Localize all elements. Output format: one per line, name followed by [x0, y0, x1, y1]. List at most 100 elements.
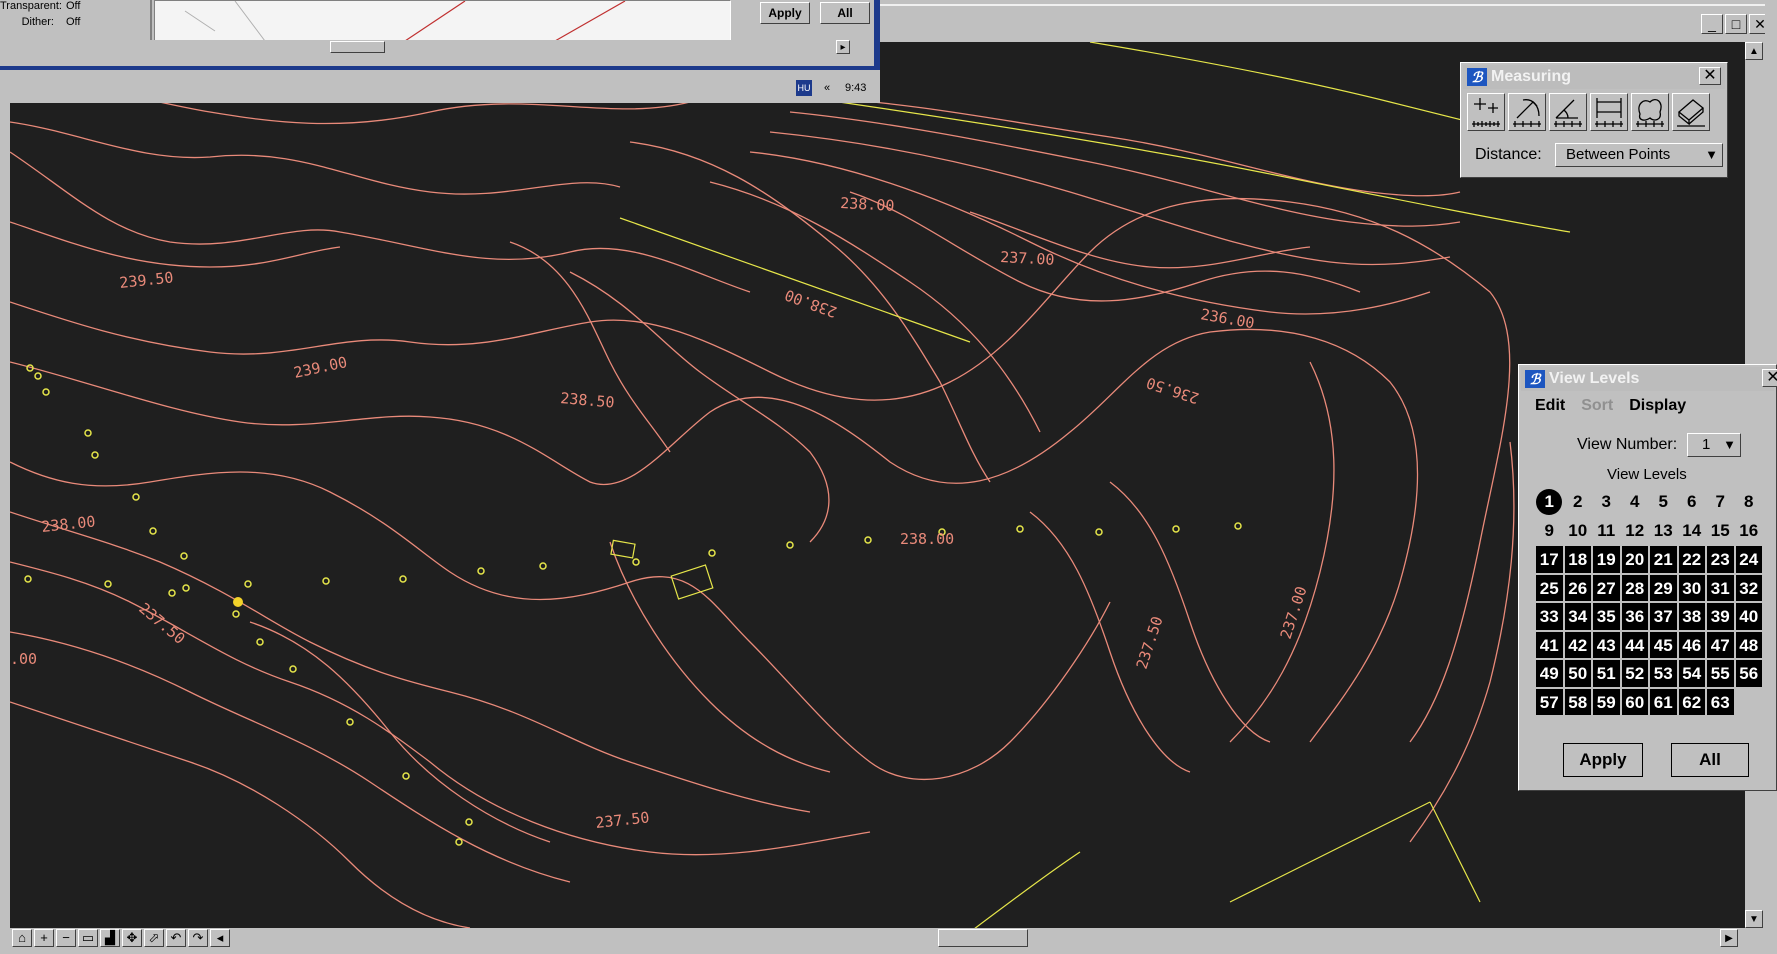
settings-scroll-thumb[interactable]	[330, 41, 385, 53]
fit-view-icon[interactable]: ▟	[100, 929, 120, 947]
level-cell-16[interactable]: 16	[1734, 516, 1763, 545]
level-cell-45[interactable]: 45	[1649, 630, 1678, 659]
zoom-out-icon[interactable]: −	[56, 929, 76, 947]
window-area-icon[interactable]: ▭	[78, 929, 98, 947]
level-cell-33[interactable]: 33	[1535, 602, 1564, 631]
level-cell-3[interactable]: 3	[1592, 488, 1621, 517]
level-cell-54[interactable]: 54	[1677, 659, 1706, 688]
minimize-icon[interactable]: _	[1701, 14, 1723, 34]
measure-volume-icon[interactable]	[1672, 93, 1710, 131]
level-cell-51[interactable]: 51	[1592, 659, 1621, 688]
level-cell-35[interactable]: 35	[1592, 602, 1621, 631]
level-cell-31[interactable]: 31	[1706, 573, 1735, 602]
level-cell-42[interactable]: 42	[1563, 630, 1592, 659]
close-icon[interactable]: ✕	[1699, 67, 1721, 85]
level-cell-23[interactable]: 23	[1706, 545, 1735, 574]
settings-horizontal-scrollbar[interactable]: ▸	[0, 40, 850, 54]
level-cell-21[interactable]: 21	[1649, 545, 1678, 574]
chevron-icon[interactable]: «	[824, 82, 831, 94]
level-cell-19[interactable]: 19	[1592, 545, 1621, 574]
level-cell-24[interactable]: 24	[1734, 545, 1763, 574]
level-cell-61[interactable]: 61	[1649, 687, 1678, 716]
level-cell-37[interactable]: 37	[1649, 602, 1678, 631]
view-next-icon[interactable]: ↷	[188, 929, 208, 947]
scroll-right-icon[interactable]: ▸	[836, 40, 850, 54]
maximize-icon[interactable]: □	[1725, 14, 1747, 34]
level-cell-40[interactable]: 40	[1734, 602, 1763, 631]
level-cell-22[interactable]: 22	[1677, 545, 1706, 574]
level-cell-17[interactable]: 17	[1535, 545, 1564, 574]
measure-area-icon[interactable]	[1631, 93, 1669, 131]
setting-value[interactable]: Off	[66, 16, 81, 28]
level-cell-50[interactable]: 50	[1563, 659, 1592, 688]
drawing-view[interactable]: 239.50 239.00 238.50 238.00 238.00 238.0…	[10, 42, 1750, 928]
level-cell-29[interactable]: 29	[1649, 573, 1678, 602]
measure-length-icon[interactable]	[1590, 93, 1628, 131]
level-cell-14[interactable]: 14	[1677, 516, 1706, 545]
scroll-up-icon[interactable]: ▲	[1745, 42, 1763, 60]
view-levels-all-button[interactable]: All	[1671, 743, 1749, 777]
level-cell-18[interactable]: 18	[1563, 545, 1592, 574]
level-cell-8[interactable]: 8	[1734, 488, 1763, 517]
level-cell-32[interactable]: 32	[1734, 573, 1763, 602]
distance-select[interactable]: Between Points ▼	[1555, 143, 1723, 167]
level-cell-56[interactable]: 56	[1734, 659, 1763, 688]
view-levels-apply-button[interactable]: Apply	[1563, 743, 1643, 777]
menu-display[interactable]: Display	[1629, 397, 1687, 414]
level-cell-7[interactable]: 7	[1706, 488, 1735, 517]
level-cell-6[interactable]: 6	[1677, 488, 1706, 517]
level-cell-11[interactable]: 11	[1592, 516, 1621, 545]
level-cell-46[interactable]: 46	[1677, 630, 1706, 659]
view-number-select[interactable]: 1 ▼	[1687, 433, 1741, 457]
level-cell-4[interactable]: 4	[1620, 488, 1649, 517]
level-cell-38[interactable]: 38	[1677, 602, 1706, 631]
level-cell-10[interactable]: 10	[1563, 516, 1592, 545]
menu-edit[interactable]: Edit	[1535, 397, 1566, 414]
level-cell-44[interactable]: 44	[1620, 630, 1649, 659]
level-cell-15[interactable]: 15	[1706, 516, 1735, 545]
setting-value[interactable]: Off	[66, 0, 81, 12]
level-cell-2[interactable]: 2	[1563, 488, 1592, 517]
pan-view-icon[interactable]: ⬀	[144, 929, 164, 947]
level-cell-47[interactable]: 47	[1706, 630, 1735, 659]
settings-all-button[interactable]: All	[820, 2, 870, 24]
level-cell-36[interactable]: 36	[1620, 602, 1649, 631]
horizontal-scrollbar[interactable]: ▶	[10, 928, 1738, 948]
close-icon[interactable]: ✕	[1762, 369, 1777, 387]
level-cell-27[interactable]: 27	[1592, 573, 1621, 602]
view-levels-title-bar[interactable]: ℬ View Levels	[1521, 367, 1774, 391]
level-cell-34[interactable]: 34	[1563, 602, 1592, 631]
scroll-down-icon[interactable]: ▼	[1745, 910, 1763, 928]
settings-apply-button[interactable]: Apply	[760, 2, 810, 24]
level-cell-43[interactable]: 43	[1592, 630, 1621, 659]
level-cell-63[interactable]: 63	[1706, 687, 1735, 716]
level-cell-25[interactable]: 25	[1535, 573, 1564, 602]
level-cell-49[interactable]: 49	[1535, 659, 1564, 688]
level-cell-52[interactable]: 52	[1620, 659, 1649, 688]
level-cell-1[interactable]: 1	[1535, 488, 1564, 517]
level-cell-62[interactable]: 62	[1677, 687, 1706, 716]
scroll-right-icon[interactable]: ▶	[1720, 929, 1738, 947]
copy-view-icon[interactable]: ◂	[210, 929, 230, 947]
zoom-in-icon[interactable]: +	[34, 929, 54, 947]
measure-radius-icon[interactable]	[1508, 93, 1546, 131]
level-cell-5[interactable]: 5	[1649, 488, 1678, 517]
level-cell-39[interactable]: 39	[1706, 602, 1735, 631]
update-view-icon[interactable]: ⌂	[12, 929, 32, 947]
measure-points-icon[interactable]	[1467, 93, 1505, 131]
level-cell-59[interactable]: 59	[1592, 687, 1621, 716]
level-cell-9[interactable]: 9	[1535, 516, 1564, 545]
level-cell-58[interactable]: 58	[1563, 687, 1592, 716]
level-cell-48[interactable]: 48	[1734, 630, 1763, 659]
horizontal-scroll-thumb[interactable]	[938, 929, 1028, 947]
measure-angle-icon[interactable]	[1549, 93, 1587, 131]
level-cell-53[interactable]: 53	[1649, 659, 1678, 688]
level-cell-60[interactable]: 60	[1620, 687, 1649, 716]
level-cell-55[interactable]: 55	[1706, 659, 1735, 688]
level-cell-26[interactable]: 26	[1563, 573, 1592, 602]
measuring-title-bar[interactable]: ℬ Measuring	[1463, 65, 1725, 89]
level-cell-28[interactable]: 28	[1620, 573, 1649, 602]
contour-drawing[interactable]: 239.50 239.00 238.50 238.00 238.00 238.0…	[10, 42, 1750, 928]
level-cell-12[interactable]: 12	[1620, 516, 1649, 545]
rotate-view-icon[interactable]: ✥	[122, 929, 142, 947]
